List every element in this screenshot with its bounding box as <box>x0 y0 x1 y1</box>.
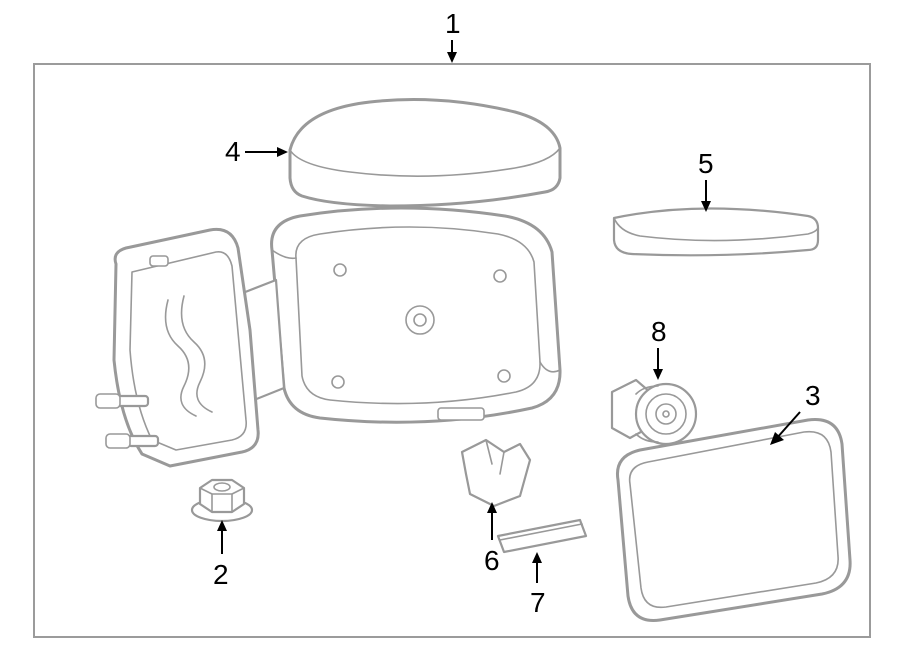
mirror-housing <box>272 208 560 422</box>
callout-label-5: 5 <box>698 148 714 180</box>
callout-label-3: 3 <box>805 380 821 412</box>
callout-label-6: 6 <box>484 545 500 577</box>
mirror-cap-upper <box>290 100 560 206</box>
sensor-module <box>462 440 530 506</box>
line-art <box>0 0 900 661</box>
puddle-lamp <box>498 520 586 552</box>
callout-label-7: 7 <box>530 587 546 619</box>
mirror-arm-base <box>96 229 284 466</box>
callout-label-2: 2 <box>213 559 229 591</box>
hex-nut <box>192 480 252 521</box>
callout-label-8: 8 <box>651 316 667 348</box>
diagram-canvas: 1 2 3 4 5 6 7 8 <box>0 0 900 661</box>
callout-label-4: 4 <box>225 136 241 168</box>
turn-signal-lens <box>614 208 818 255</box>
spotter-mirror-motor <box>612 380 696 444</box>
callout-label-1: 1 <box>445 8 461 40</box>
mirror-glass <box>617 420 850 621</box>
